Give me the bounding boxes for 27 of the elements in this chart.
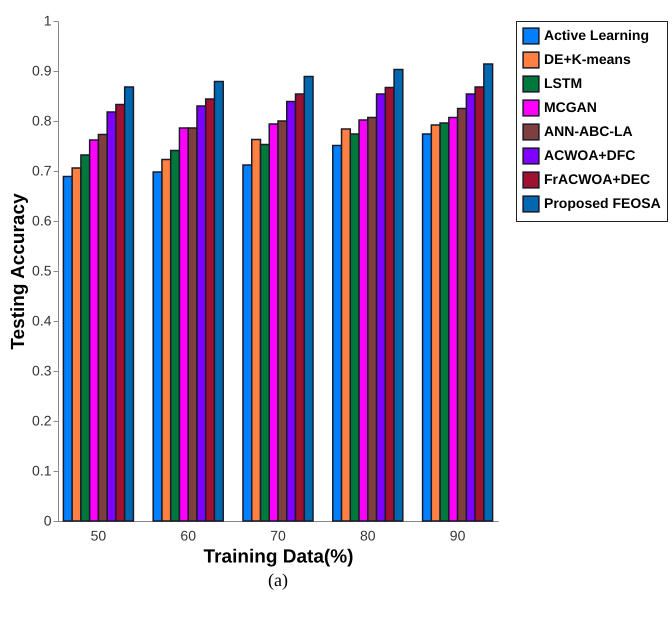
- y-tick-label: 0.2: [32, 412, 52, 428]
- legend-label: FrACWOA+DEC: [544, 171, 650, 187]
- legend-label: MCGAN: [544, 99, 597, 115]
- legend-label: Proposed FEOSA: [544, 195, 661, 211]
- y-tick-label: 0.3: [32, 362, 52, 378]
- x-tick-label: 80: [360, 528, 376, 544]
- x-tick-label: 70: [270, 528, 286, 544]
- legend-label: LSTM: [544, 75, 582, 91]
- y-tick-label: 0: [44, 512, 52, 528]
- text: (a): [268, 570, 288, 590]
- y-tick-label: 0.8: [32, 112, 52, 128]
- y-tick-label: 0.4: [32, 312, 52, 328]
- y-tick-label: 0.5: [32, 262, 52, 278]
- y-axis-title: Testing Accuracy: [8, 192, 30, 350]
- x-tick-label: 50: [90, 528, 106, 544]
- x-tick-label: 60: [180, 528, 196, 544]
- y-tick-label: 0.6: [32, 212, 52, 228]
- legend-label: ANN-ABC-LA: [544, 123, 633, 139]
- y-tick-label: 1: [44, 12, 52, 28]
- y-tick-label: 0.9: [32, 62, 52, 78]
- x-axis-title: Training Data(%): [204, 546, 354, 568]
- y-tick-label: 0.1: [32, 462, 52, 478]
- x-tick-label: 90: [450, 528, 466, 544]
- legend-label: Active Learning: [544, 27, 650, 43]
- legend-label: DE+K-means: [544, 51, 631, 67]
- y-tick-label: 0.7: [32, 162, 52, 178]
- legend-label: ACWOA+DFC: [544, 147, 636, 163]
